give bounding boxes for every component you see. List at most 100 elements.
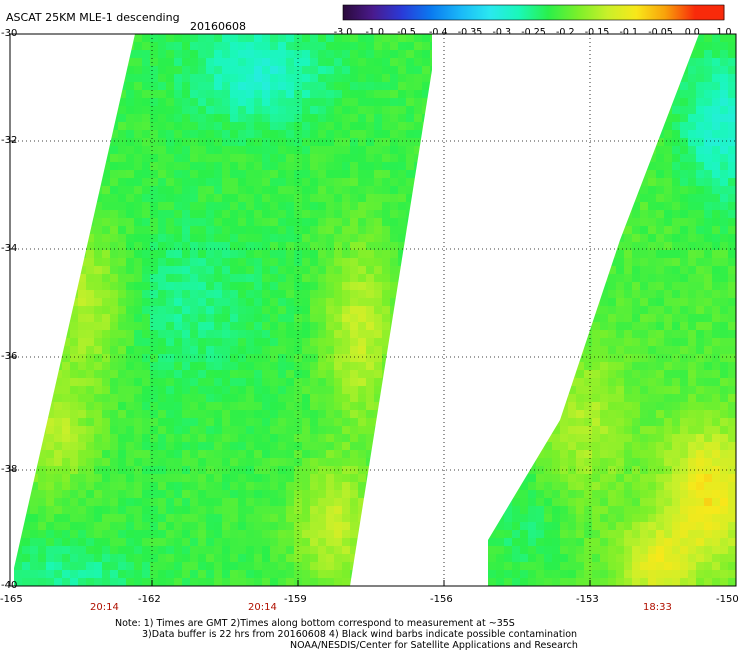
swath-cell (126, 506, 134, 514)
swath-cell (278, 426, 286, 434)
swath-cell (270, 546, 278, 554)
swath-cell (142, 234, 150, 242)
swath-cell (254, 258, 262, 266)
swath-cell (230, 290, 238, 298)
swath-cell (632, 306, 640, 314)
swath-cell (334, 202, 342, 210)
swath-cell (118, 442, 126, 450)
swath-cell (302, 130, 310, 138)
swath-cell (190, 298, 198, 306)
swath-cell (102, 266, 110, 274)
swath-cell (310, 474, 318, 482)
swath-cell (222, 34, 230, 42)
swath-cell (672, 282, 680, 290)
swath-cell (358, 426, 366, 434)
swath-cell (134, 98, 142, 106)
swath-cell (166, 218, 174, 226)
swath-cell (206, 162, 214, 170)
swath-cell (342, 402, 350, 410)
swath-cell (198, 170, 206, 178)
swath-cell (672, 274, 680, 282)
swath-cell (190, 210, 198, 218)
swath-cell (640, 282, 648, 290)
swath-cell (246, 34, 254, 42)
swath-cell (640, 178, 648, 186)
swath-cell (174, 266, 182, 274)
swath-cell (150, 226, 158, 234)
swath-cell (262, 138, 270, 146)
swath-cell (414, 146, 422, 154)
swath-cell (342, 434, 350, 442)
swath-cell (374, 90, 382, 98)
swath-cell (246, 298, 254, 306)
swath-cell (390, 106, 398, 114)
swath-cell (118, 258, 126, 266)
swath-cell (382, 234, 390, 242)
swath-cell (390, 98, 398, 106)
swath-cell (728, 266, 736, 274)
swath-cell (174, 146, 182, 154)
swath-cell (278, 578, 286, 586)
swath-cell (632, 242, 640, 250)
swath-cell (286, 546, 294, 554)
swath-cell (198, 578, 206, 586)
swath-cell (326, 338, 334, 346)
swath-cell (350, 506, 358, 514)
swath-cell (382, 202, 390, 210)
swath-cell (382, 194, 390, 202)
swath-cell (728, 298, 736, 306)
swath-cell (262, 234, 270, 242)
swath-cell (214, 234, 222, 242)
swath-cell (374, 218, 382, 226)
swath-cell (262, 418, 270, 426)
swath-cell (270, 426, 278, 434)
swath-cell (142, 66, 150, 74)
swath-cell (142, 482, 150, 490)
swath-cell (190, 578, 198, 586)
swath-cell (158, 34, 166, 42)
swath-cell (150, 378, 158, 386)
swath-cell (390, 42, 398, 50)
swath-cell (664, 162, 672, 170)
swath-cell (158, 178, 166, 186)
swath-cell (254, 34, 262, 42)
swath-cell (632, 210, 640, 218)
swath-cell (54, 522, 62, 530)
swath-cell (334, 58, 342, 66)
swath-cell (302, 290, 310, 298)
swath-cell (350, 154, 358, 162)
swath-cell (206, 170, 214, 178)
swath-cell (118, 410, 126, 418)
swath-cell (158, 498, 166, 506)
swath-cell (198, 178, 206, 186)
swath-cell (350, 138, 358, 146)
colorbar-segment (606, 5, 637, 20)
swath-cell (102, 362, 110, 370)
swath-cell (318, 322, 326, 330)
swath-cell (366, 82, 374, 90)
swath-cell (720, 130, 728, 138)
swath-cell (600, 338, 608, 346)
swath-cell (688, 66, 696, 74)
swath-cell (30, 482, 38, 490)
swath-cell (286, 178, 294, 186)
swath-cell (254, 322, 262, 330)
swath-cell (310, 522, 318, 530)
swath-cell (310, 442, 318, 450)
swath-cell (390, 82, 398, 90)
swath-cell (78, 266, 86, 274)
swath-cell (664, 234, 672, 242)
swath-cell (78, 450, 86, 458)
swath-cell (278, 546, 286, 554)
swath-cell (126, 306, 134, 314)
swath-cell (54, 402, 62, 410)
swath-cell (62, 386, 70, 394)
swath-cell (110, 186, 118, 194)
swath-cell (600, 346, 608, 354)
swath-cell (270, 106, 278, 114)
swath-cell (166, 506, 174, 514)
swath-cell (174, 50, 182, 58)
swath-cell (302, 386, 310, 394)
swath-cell (366, 242, 374, 250)
swath-cell (174, 338, 182, 346)
